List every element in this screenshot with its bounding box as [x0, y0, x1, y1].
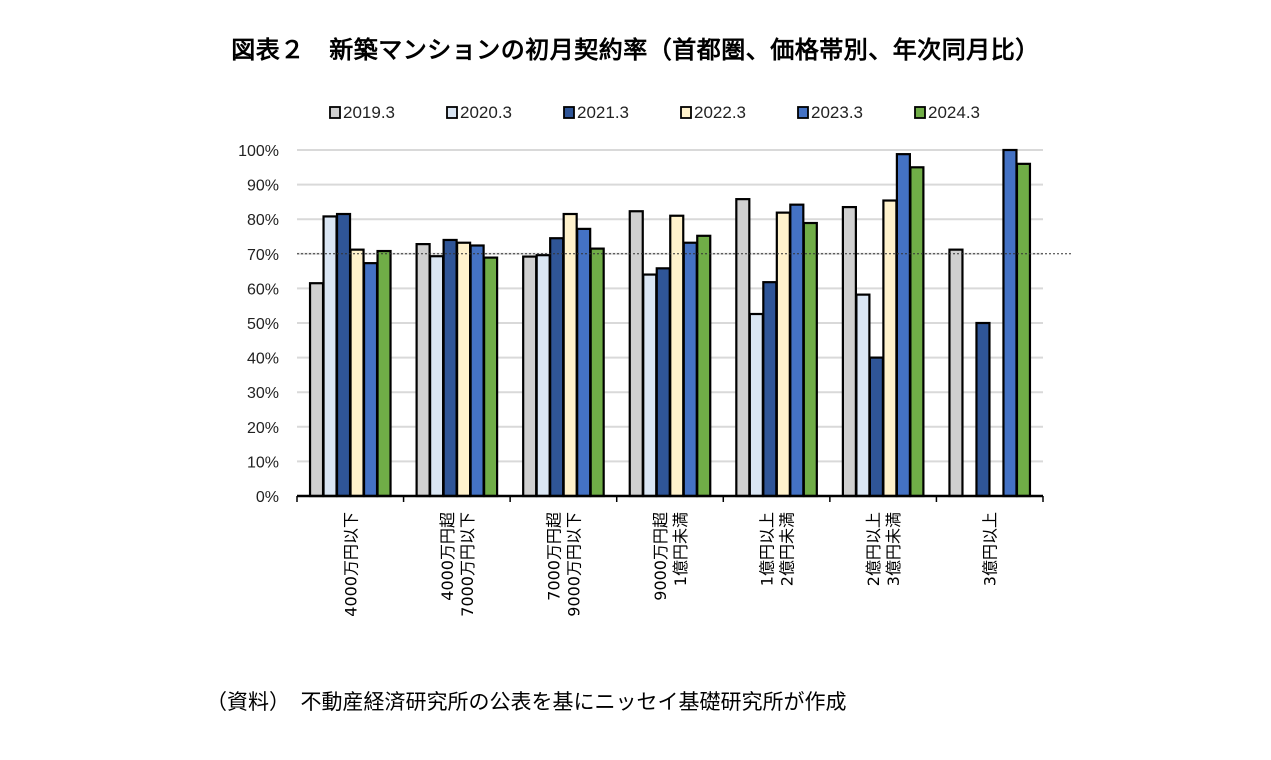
y-tick-label: 70% — [247, 247, 279, 264]
legend-swatch-2024.3 — [914, 106, 926, 119]
bar-2022.3-4 — [775, 211, 791, 498]
legend: 2019.3 2020.3 2021.3 2022.3 2023.3 2024.3 — [329, 103, 980, 122]
bar-2023.3-6 — [1002, 148, 1018, 498]
y-tick-label: 100% — [238, 143, 279, 160]
bar-2019.3-5 — [841, 205, 857, 498]
bar-2021.3-3 — [655, 267, 671, 498]
bar-2024.3-3 — [696, 234, 712, 498]
y-tick-label: 10% — [247, 454, 279, 471]
x-category-label: 9000万円超 — [651, 512, 670, 601]
legend-label: 2020.3 — [460, 103, 512, 122]
bar-2022.3-2 — [562, 212, 578, 498]
bar-2022.3-5 — [882, 199, 898, 498]
bar-2019.3-3 — [628, 210, 644, 498]
x-category-label: 7000万円超 — [544, 512, 563, 601]
bar-2019.3-6 — [948, 248, 964, 498]
x-category-label: 4000万円超 — [438, 512, 457, 601]
bar-2023.3-1 — [469, 244, 485, 498]
bar-2024.3-5 — [909, 166, 925, 498]
bar-2019.3-1 — [415, 243, 431, 498]
bar-2020.3-4 — [748, 312, 764, 498]
x-category-label: 7000万円以下 — [458, 512, 477, 617]
bar-2020.3-1 — [429, 255, 445, 498]
bar-2019.3-0 — [308, 282, 325, 498]
bar-2021.3-6 — [975, 321, 991, 498]
x-axis-labels: 4000万円以下 4000万円超 7000万円以下 7000万円超 9000万円以下 90… — [341, 512, 999, 617]
bar-2023.3-0 — [362, 262, 379, 498]
bar-2023.3-3 — [682, 241, 698, 498]
bar-2019.3-4 — [735, 198, 751, 498]
x-category-label: 4000万円以下 — [341, 512, 360, 617]
x-category-label: 2億円未満 — [778, 512, 797, 586]
x-axis — [296, 494, 1044, 502]
x-category-label: 2億円以上 — [864, 512, 883, 586]
bar-2024.3-6 — [1015, 162, 1032, 498]
bar-2023.3-4 — [789, 203, 805, 498]
bar-2023.3-2 — [576, 227, 592, 498]
legend-label: 2023.3 — [811, 103, 863, 122]
y-tick-label: 0% — [256, 489, 279, 506]
bar-2020.3-5 — [855, 293, 871, 498]
legend-label: 2019.3 — [343, 103, 395, 122]
bar-2022.3-0 — [349, 248, 365, 498]
legend-label: 2021.3 — [577, 103, 629, 122]
bar-2020.3-2 — [535, 254, 551, 498]
bar-2024.3-0 — [376, 249, 392, 498]
x-category-label: 1億円以上 — [758, 512, 777, 586]
y-tick-label: 30% — [247, 385, 279, 402]
bar-2020.3-3 — [642, 273, 658, 498]
legend-swatch-2020.3 — [446, 106, 458, 119]
bar-2020.3-0 — [322, 215, 338, 498]
legend-swatch-2019.3 — [329, 106, 341, 119]
bar-2024.3-1 — [483, 256, 499, 498]
y-axis-ticks: 0% 10% 20% 30% 40% 50% 60% 70% 80% 90% 100% — [238, 143, 279, 506]
y-tick-label: 40% — [247, 351, 279, 368]
legend-swatch-2023.3 — [797, 106, 809, 119]
y-tick-label: 50% — [247, 316, 279, 333]
bar-2019.3-2 — [522, 255, 538, 498]
y-tick-label: 60% — [247, 281, 279, 298]
legend-label: 2022.3 — [694, 103, 746, 122]
x-category-label: 3億円未満 — [884, 512, 903, 586]
y-tick-label: 20% — [247, 420, 279, 437]
bar-2022.3-3 — [669, 214, 685, 498]
legend-swatch-2022.3 — [680, 106, 692, 119]
legend-label: 2024.3 — [928, 103, 980, 122]
y-tick-label: 80% — [247, 212, 279, 229]
x-category-label: 1億円未満 — [671, 512, 690, 586]
chart-title: 図表２ 新築マンションの初月契約率（首都圏、価格帯別、年次同月比） — [231, 36, 1040, 64]
bar-2021.3-0 — [335, 212, 352, 498]
bars — [308, 148, 1032, 498]
bar-2022.3-1 — [456, 241, 472, 498]
x-category-label: 9000万円以下 — [564, 512, 583, 617]
bar-2021.3-1 — [442, 238, 458, 498]
bar-2021.3-2 — [549, 237, 565, 498]
bar-2024.3-2 — [589, 247, 605, 498]
bar-2021.3-5 — [868, 356, 884, 498]
legend-swatch-2021.3 — [563, 106, 575, 119]
y-tick-label: 90% — [247, 178, 279, 195]
bar-2024.3-4 — [802, 221, 818, 498]
source-note: （資料） 不動産経済研究所の公表を基にニッセイ基礎研究所が作成 — [206, 690, 847, 714]
x-category-label: 3億円以上 — [981, 512, 1000, 586]
bar-2023.3-5 — [895, 153, 911, 498]
bar-2021.3-4 — [762, 281, 778, 498]
